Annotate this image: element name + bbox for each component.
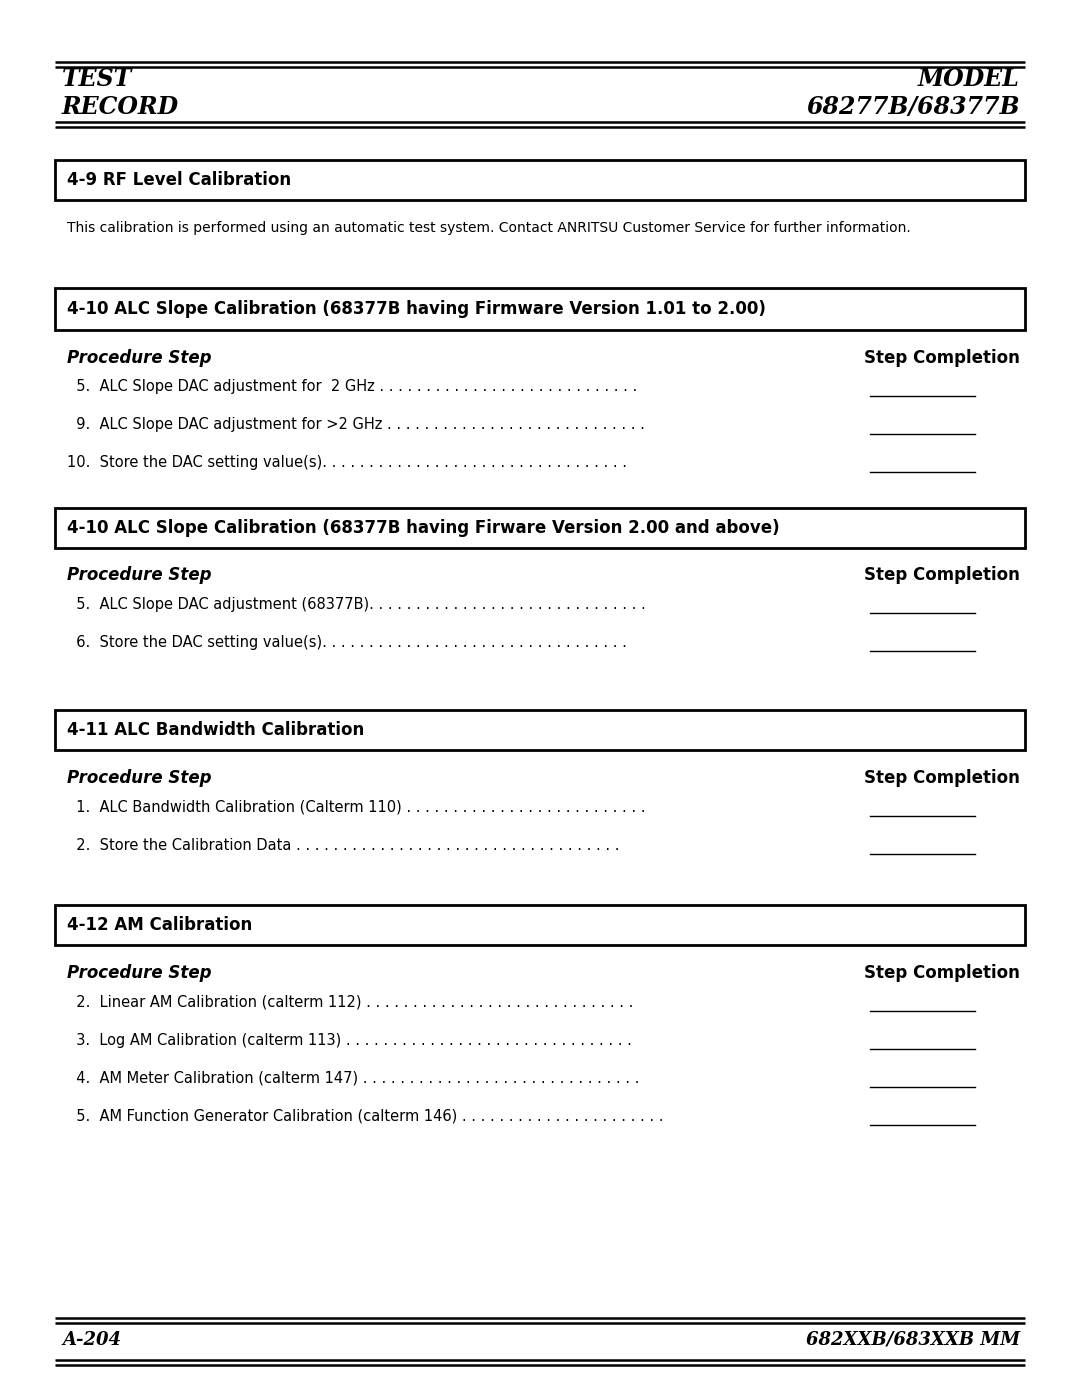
Bar <box>55 710 1025 750</box>
Text: 5.  ALC Slope DAC adjustment (68377B). . . . . . . . . . . . . . . . . . . . . .: 5. ALC Slope DAC adjustment (68377B). . … <box>67 597 646 612</box>
Bar <box>55 905 1025 944</box>
Text: Procedure Step: Procedure Step <box>67 566 212 584</box>
Text: 4.  AM Meter Calibration (calterm 147) . . . . . . . . . . . . . . . . . . . . .: 4. AM Meter Calibration (calterm 147) . … <box>67 1070 639 1085</box>
Text: 4-10 ALC Slope Calibration (68377B having Firmware Version 1.01 to 2.00): 4-10 ALC Slope Calibration (68377B havin… <box>67 300 766 319</box>
Text: 2.  Linear AM Calibration (calterm 112) . . . . . . . . . . . . . . . . . . . . : 2. Linear AM Calibration (calterm 112) .… <box>67 995 633 1010</box>
Bar <box>55 161 1025 200</box>
Text: MODEL
68277B/68377B: MODEL 68277B/68377B <box>807 67 1020 119</box>
Text: 4-9 RF Level Calibration: 4-9 RF Level Calibration <box>67 170 292 189</box>
Text: 6.  Store the DAC setting value(s). . . . . . . . . . . . . . . . . . . . . . . : 6. Store the DAC setting value(s). . . .… <box>67 634 626 650</box>
Text: Procedure Step: Procedure Step <box>67 768 212 787</box>
Text: 682XXB/683XXB MM: 682XXB/683XXB MM <box>806 1331 1020 1350</box>
Text: 2.  Store the Calibration Data . . . . . . . . . . . . . . . . . . . . . . . . .: 2. Store the Calibration Data . . . . . … <box>67 837 620 852</box>
Text: 9.  ALC Slope DAC adjustment for >2 GHz . . . . . . . . . . . . . . . . . . . . : 9. ALC Slope DAC adjustment for >2 GHz .… <box>67 418 645 433</box>
Bar <box>55 509 1025 548</box>
Text: Procedure Step: Procedure Step <box>67 349 212 367</box>
Text: 5.  ALC Slope DAC adjustment for  2 GHz . . . . . . . . . . . . . . . . . . . . : 5. ALC Slope DAC adjustment for 2 GHz . … <box>67 380 637 394</box>
Text: This calibration is performed using an automatic test system. Contact ANRITSU Cu: This calibration is performed using an a… <box>67 221 910 235</box>
Text: 4-12 AM Calibration: 4-12 AM Calibration <box>67 916 253 935</box>
Text: A-204: A-204 <box>62 1331 121 1350</box>
Text: TEST
RECORD: TEST RECORD <box>62 67 179 119</box>
Text: 1.  ALC Bandwidth Calibration (Calterm 110) . . . . . . . . . . . . . . . . . . : 1. ALC Bandwidth Calibration (Calterm 11… <box>67 799 646 814</box>
Text: Step Completion: Step Completion <box>864 768 1020 787</box>
Text: 10.  Store the DAC setting value(s). . . . . . . . . . . . . . . . . . . . . . .: 10. Store the DAC setting value(s). . . … <box>67 455 627 471</box>
Text: Step Completion: Step Completion <box>864 566 1020 584</box>
Text: Procedure Step: Procedure Step <box>67 964 212 982</box>
Text: Step Completion: Step Completion <box>864 964 1020 982</box>
Text: 4-11 ALC Bandwidth Calibration: 4-11 ALC Bandwidth Calibration <box>67 721 364 739</box>
Text: Step Completion: Step Completion <box>864 349 1020 367</box>
Text: 4-10 ALC Slope Calibration (68377B having Firware Version 2.00 and above): 4-10 ALC Slope Calibration (68377B havin… <box>67 520 780 536</box>
Bar <box>55 288 1025 330</box>
Text: 3.  Log AM Calibration (calterm 113) . . . . . . . . . . . . . . . . . . . . . .: 3. Log AM Calibration (calterm 113) . . … <box>67 1032 632 1048</box>
Text: 5.  AM Function Generator Calibration (calterm 146) . . . . . . . . . . . . . . : 5. AM Function Generator Calibration (ca… <box>67 1108 663 1123</box>
